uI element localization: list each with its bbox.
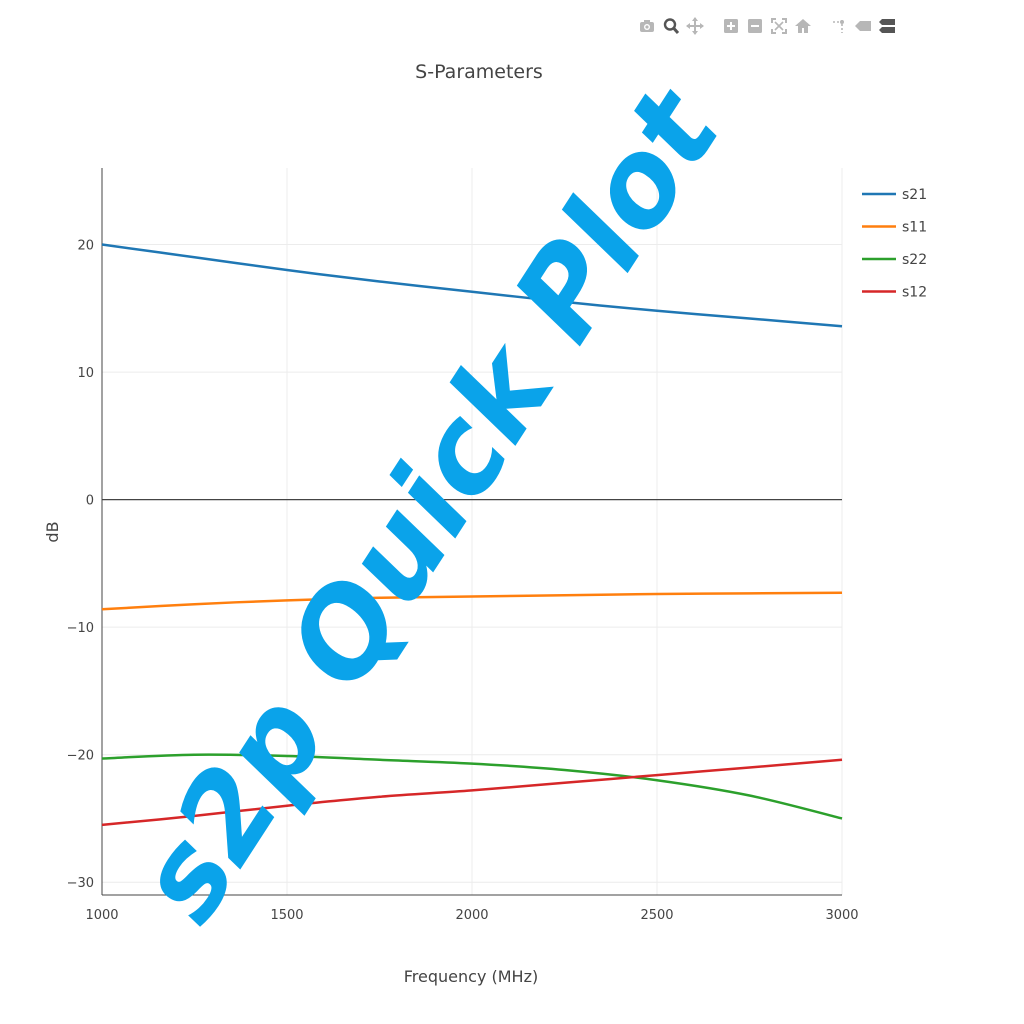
x-tick-label: 2000 (455, 908, 488, 923)
y-axis-title: dB (43, 521, 62, 542)
legend-label-s12[interactable]: s12 (902, 285, 927, 301)
home-icon (795, 19, 811, 33)
y-tick-label: −30 (67, 876, 94, 891)
legend: s21 s11 s22 s12 (862, 187, 927, 301)
camera-button[interactable] (636, 13, 658, 39)
camera-icon (640, 20, 654, 32)
x-tick-label: 1500 (270, 908, 303, 923)
autoscale-button[interactable] (768, 13, 790, 39)
pan-button[interactable] (684, 13, 706, 39)
zoom-icon (663, 18, 680, 35)
home-button[interactable] (792, 13, 814, 39)
zoom-in-icon (724, 19, 738, 33)
autoscale-icon (771, 18, 787, 34)
tick-labels: 1000 1500 2000 2500 3000 20 10 0 −10 −20 −30 (67, 239, 859, 923)
hover-closest-icon (855, 21, 871, 31)
zoom-in-button[interactable] (720, 13, 742, 39)
x-tick-label: 2500 (640, 908, 673, 923)
y-tick-label: −10 (67, 621, 94, 636)
series-line-s21 (101, 243, 843, 328)
x-tick-label: 1000 (85, 908, 118, 923)
x-tick-label: 3000 (825, 908, 858, 923)
legend-label-s21[interactable]: s21 (902, 187, 927, 203)
spike-lines-icon (833, 20, 844, 33)
series-line-s22 (101, 753, 843, 820)
y-tick-label: 20 (77, 239, 94, 254)
y-tick-label: 0 (86, 494, 94, 509)
axes (101, 168, 842, 896)
hover-compare-button[interactable] (876, 13, 898, 39)
pan-icon (686, 17, 704, 35)
legend-label-s22[interactable]: s22 (902, 252, 927, 268)
hover-closest-button[interactable] (852, 13, 874, 39)
series-lines (101, 243, 843, 827)
hover-compare-icon (879, 19, 895, 33)
spike-lines-button[interactable] (828, 13, 850, 39)
series-line-s11 (101, 591, 843, 611)
x-axis-title: Frequency (MHz) (404, 967, 538, 986)
zoom-button[interactable] (660, 13, 682, 39)
y-tick-label: −20 (67, 749, 94, 764)
y-tick-label: 10 (77, 366, 94, 381)
legend-label-s11[interactable]: s11 (902, 220, 927, 236)
watermark: s2p Quick Plot (109, 63, 748, 944)
series-line-s12 (101, 758, 843, 827)
zoom-out-button[interactable] (744, 13, 766, 39)
modebar (636, 12, 898, 40)
chart-title: S-Parameters (415, 61, 543, 83)
zoom-out-icon (748, 19, 762, 33)
